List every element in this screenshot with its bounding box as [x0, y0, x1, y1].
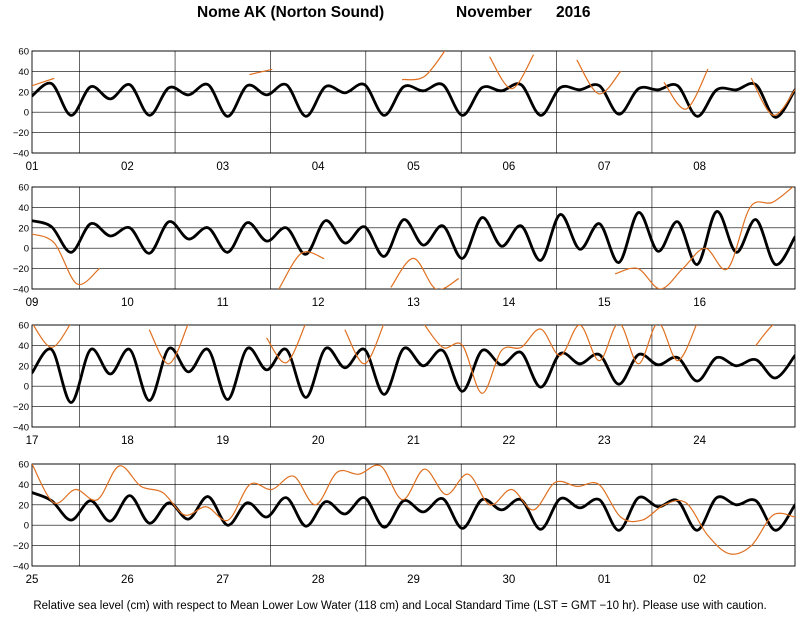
x-tick-label: 18	[121, 435, 134, 447]
predicted-tide-line	[32, 81, 795, 119]
x-tick-label: 10	[121, 297, 134, 309]
x-tick-label: 25	[26, 574, 39, 586]
x-tick-label: 28	[312, 574, 325, 586]
observed-water-level-line	[32, 51, 795, 116]
y-tick-label: 20	[18, 500, 29, 511]
y-tick-label: 60	[18, 460, 29, 471]
x-tick-label: 02	[121, 161, 134, 173]
y-tick-label: −40	[13, 285, 29, 296]
x-tick-label: 29	[407, 574, 420, 586]
y-tick-label: −20	[13, 402, 29, 413]
x-tick-label: 17	[26, 435, 39, 447]
x-tick-label: 05	[407, 161, 420, 173]
plot-frame	[31, 50, 796, 154]
station-name: Nome AK (Norton Sound)	[197, 4, 385, 21]
y-tick-label: 0	[24, 521, 29, 532]
x-tick-label: 14	[502, 297, 515, 309]
chart-footer-note: Relative sea level (cm) with respect to …	[33, 600, 767, 612]
y-tick-label: 40	[18, 67, 29, 78]
y-tick-label: −20	[13, 128, 29, 139]
observed-water-level-line	[32, 187, 794, 289]
y-tick-label: 60	[18, 47, 29, 58]
y-tick-label: 40	[18, 203, 29, 214]
observed-water-level-line	[32, 325, 774, 394]
x-tick-label: 30	[502, 574, 515, 586]
x-tick-label: 27	[216, 574, 229, 586]
x-tick-label: 01	[598, 574, 611, 586]
y-tick-label: 20	[18, 87, 29, 98]
x-tick-label: 20	[312, 435, 325, 447]
predicted-tide-line	[32, 346, 795, 404]
x-tick-label: 11	[217, 297, 229, 309]
x-tick-label: 02	[693, 574, 706, 586]
y-tick-label: 0	[24, 108, 29, 119]
x-tick-label: 13	[407, 297, 420, 309]
y-tick-label: −20	[13, 264, 29, 275]
x-tick-label: 03	[216, 161, 229, 173]
x-tick-label: 06	[502, 161, 515, 173]
predicted-tide-line	[32, 210, 795, 266]
y-tick-label: 20	[18, 223, 29, 234]
y-tick-label: 60	[18, 183, 29, 194]
x-tick-label: 04	[312, 161, 325, 173]
x-tick-label: 01	[26, 161, 39, 173]
plot-frame	[31, 324, 796, 428]
x-tick-label: 08	[693, 161, 706, 173]
x-tick-label: 12	[312, 297, 325, 309]
x-tick-label: 23	[598, 435, 611, 447]
predicted-tide-line	[32, 491, 795, 532]
y-tick-label: 0	[24, 244, 29, 255]
plot-frame	[31, 186, 796, 290]
x-tick-label: 26	[121, 574, 134, 586]
y-tick-label: 40	[18, 341, 29, 352]
x-tick-label: 07	[598, 161, 611, 173]
x-tick-label: 24	[693, 435, 706, 447]
y-tick-label: 0	[24, 382, 29, 393]
y-tick-label: 40	[18, 480, 29, 491]
x-tick-label: 22	[502, 435, 515, 447]
y-tick-label: −40	[13, 423, 29, 434]
y-tick-label: 60	[18, 321, 29, 332]
y-tick-label: −40	[13, 562, 29, 573]
x-tick-label: 21	[407, 435, 420, 447]
y-tick-label: −40	[13, 149, 29, 160]
x-tick-label: 19	[216, 435, 229, 447]
y-tick-label: −20	[13, 541, 29, 552]
x-tick-label: 16	[693, 297, 706, 309]
x-tick-label: 09	[26, 297, 39, 309]
chart-title: Nome AK (Norton Sound) November 2016	[0, 4, 800, 24]
year-label: 2016	[556, 4, 591, 21]
plot-frame	[31, 463, 796, 567]
observed-water-level-line	[32, 464, 795, 555]
month-label: November	[456, 4, 532, 21]
x-tick-label: 15	[598, 297, 611, 309]
y-tick-label: 20	[18, 361, 29, 372]
